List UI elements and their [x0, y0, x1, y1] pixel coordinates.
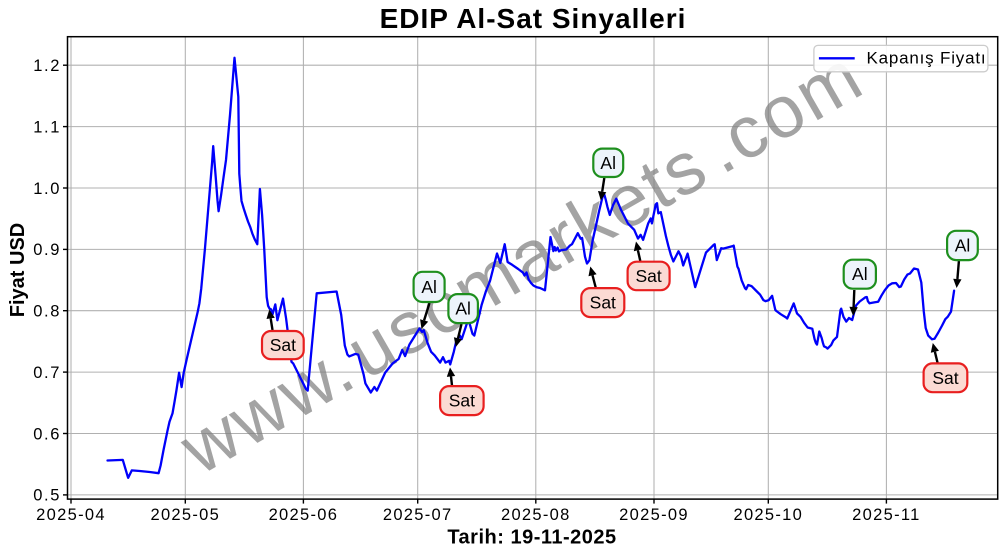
svg-text:0.6: 0.6 [33, 425, 61, 443]
svg-text:0.9: 0.9 [33, 241, 61, 259]
svg-text:EDIP Al-Sat Sinyalleri: EDIP Al-Sat Sinyalleri [380, 3, 687, 34]
svg-text:2025-05: 2025-05 [150, 506, 220, 524]
svg-text:Sat: Sat [449, 391, 475, 411]
svg-text:Sat: Sat [635, 266, 661, 286]
svg-text:Tarih: 19-11-2025: Tarih: 19-11-2025 [447, 527, 616, 549]
svg-text:Sat: Sat [270, 335, 296, 355]
svg-text:2025-10: 2025-10 [733, 506, 803, 524]
svg-text:0.5: 0.5 [33, 487, 61, 505]
svg-text:Sat: Sat [590, 293, 616, 313]
svg-text:2025-09: 2025-09 [619, 506, 689, 524]
svg-text:Al: Al [955, 236, 971, 256]
svg-text:0.7: 0.7 [33, 364, 61, 382]
svg-text:2025-07: 2025-07 [383, 506, 453, 524]
svg-text:2025-06: 2025-06 [269, 506, 339, 524]
svg-text:Kapanış Fiyatı: Kapanış Fiyatı [867, 49, 987, 68]
svg-text:Al: Al [852, 264, 868, 284]
svg-text:1.0: 1.0 [33, 180, 61, 198]
svg-text:Al: Al [421, 277, 437, 297]
svg-text:Fiyat USD: Fiyat USD [7, 223, 29, 317]
svg-text:2025-04: 2025-04 [36, 506, 106, 524]
svg-text:1.2: 1.2 [33, 57, 61, 75]
svg-text:Al: Al [600, 153, 616, 173]
svg-text:1.1: 1.1 [33, 118, 61, 136]
svg-text:Sat: Sat [932, 368, 958, 388]
svg-text:2025-11: 2025-11 [852, 506, 920, 524]
svg-text:2025-08: 2025-08 [501, 506, 571, 524]
svg-text:Al: Al [455, 299, 471, 319]
svg-text:0.8: 0.8 [33, 303, 61, 321]
